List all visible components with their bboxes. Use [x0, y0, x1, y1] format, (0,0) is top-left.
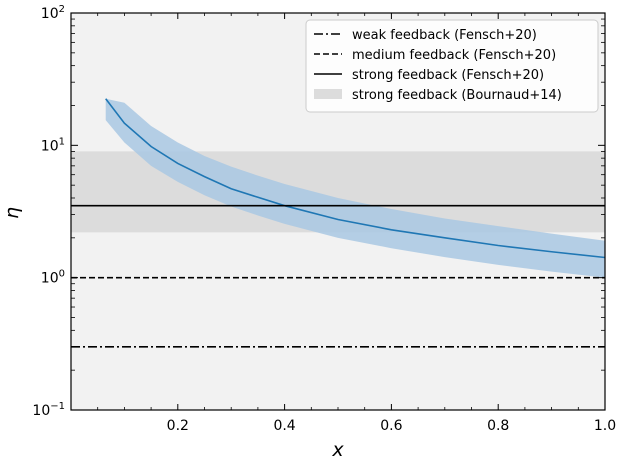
- legend-entry: weak feedback (Fensch+20): [314, 28, 537, 43]
- eta-curve: [105, 98, 606, 259]
- lines-layer: [71, 98, 606, 348]
- y-axis-label: η: [1, 207, 23, 219]
- bands-layer: [71, 98, 606, 278]
- x-tick-label: 0.6: [380, 418, 402, 434]
- x-axis-label: x: [331, 439, 344, 458]
- legend-label: medium feedback (Fensch+20): [352, 48, 556, 63]
- legend-entry: strong feedback (Bournaud+14): [314, 88, 562, 103]
- x-tick-label: 0.2: [167, 418, 189, 434]
- legend-label: strong feedback (Bournaud+14): [352, 88, 562, 103]
- uncertainty-band: [105, 98, 606, 278]
- legend-entry: strong feedback (Fensch+20): [314, 68, 544, 83]
- x-tick-label: 0.4: [273, 418, 295, 434]
- legend-entry: medium feedback (Fensch+20): [314, 48, 556, 63]
- x-tick-label: 1.0: [594, 418, 616, 434]
- y-tick-label: 10−1: [32, 401, 65, 419]
- legend: weak feedback (Fensch+20) medium feedback…: [305, 19, 599, 113]
- y-tick-label: 102: [41, 4, 65, 22]
- legend-box: [305, 19, 599, 113]
- y-tick-label: 101: [41, 136, 65, 154]
- y-tick-label: 100: [41, 269, 65, 287]
- legend-label: strong feedback (Fensch+20): [352, 68, 544, 83]
- x-tick-label: 0.8: [487, 418, 509, 434]
- legend-label: weak feedback (Fensch+20): [352, 28, 537, 43]
- axes-layer: 0.2 0.4 0.6 0.8 1.0 10−1 100 101 102: [32, 4, 616, 434]
- legend-swatch-band: [314, 89, 342, 99]
